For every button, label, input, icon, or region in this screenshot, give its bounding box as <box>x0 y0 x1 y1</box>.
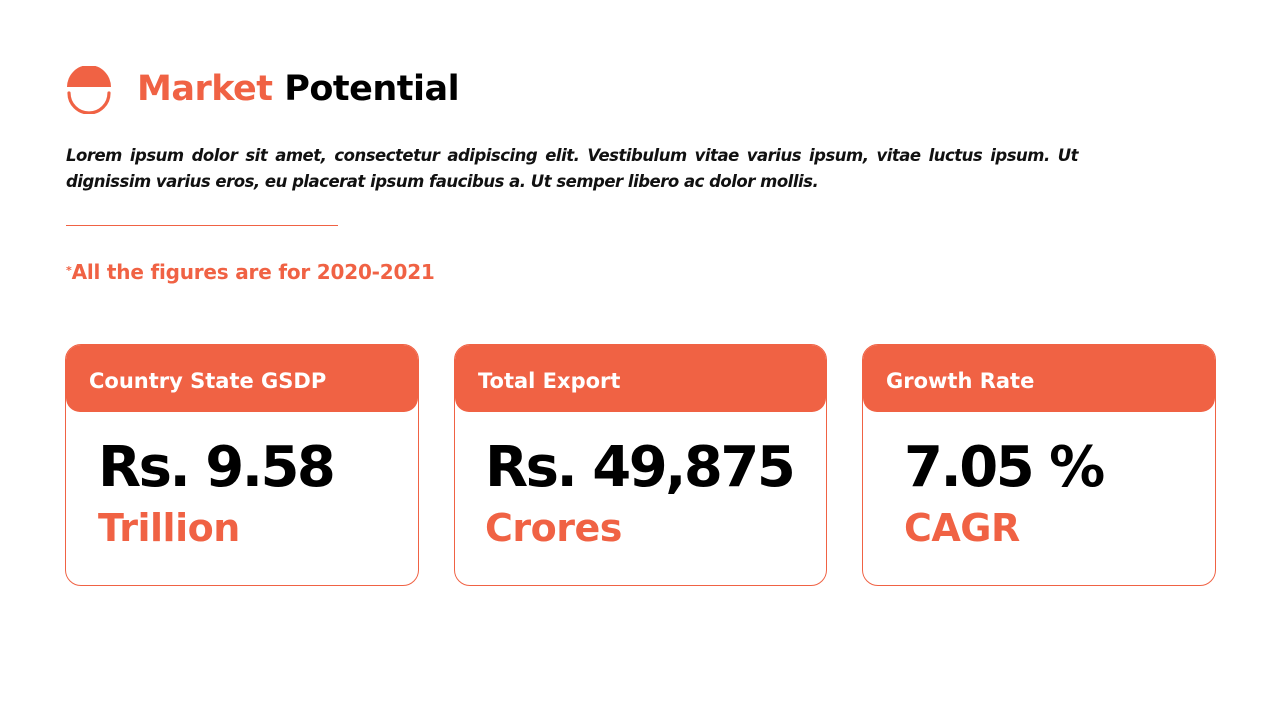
note-asterisk: * <box>66 264 72 277</box>
page-title: Market Potential <box>137 66 460 112</box>
title-rest-word: Potential <box>284 69 460 109</box>
card-unit: Trillion <box>98 506 240 550</box>
stat-card-total-export: Total Export Rs. 49,875 Crores <box>454 344 827 586</box>
note-text: All the figures are for 2020-2021 <box>71 260 435 284</box>
card-unit: Crores <box>485 506 622 550</box>
card-value: 7.05 % <box>904 435 1105 500</box>
card-value: Rs. 49,875 <box>485 435 796 500</box>
section-divider <box>66 225 338 226</box>
half-circle-smile-icon <box>67 66 111 114</box>
card-header: Growth Rate <box>863 345 1215 412</box>
stat-card-gsdp: Country State GSDP Rs. 9.58 Trillion <box>65 344 419 586</box>
card-value: Rs. 9.58 <box>98 435 336 500</box>
logo-top-half <box>67 66 111 87</box>
intro-paragraph: Lorem ipsum dolor sit amet, consectetur … <box>66 146 1079 191</box>
stat-card-growth-rate: Growth Rate 7.05 % CAGR <box>862 344 1216 586</box>
title-accent-word: Market <box>137 69 273 109</box>
card-header: Country State GSDP <box>66 345 418 412</box>
figures-note: *All the figures are for 2020-2021 <box>66 257 435 286</box>
card-header: Total Export <box>455 345 826 412</box>
logo-smile-arc <box>67 91 111 114</box>
card-unit: CAGR <box>904 506 1020 550</box>
